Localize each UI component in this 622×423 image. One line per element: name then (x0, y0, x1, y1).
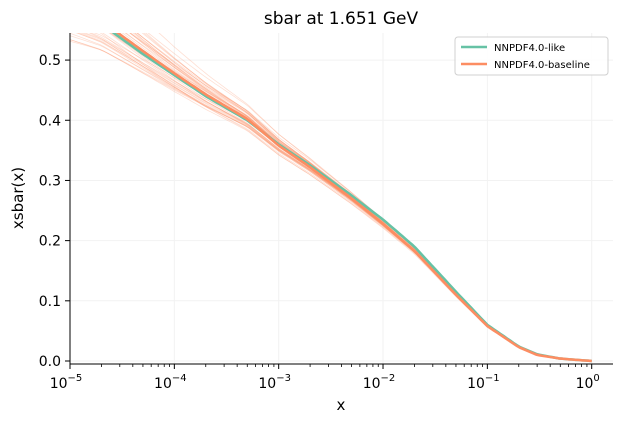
replica-curve (70, 39, 592, 362)
chart-title: sbar at 1.651 GeV (264, 9, 419, 29)
x-ticks: 10−5 10−4 10−3 10−2 10−1 100 (50, 364, 600, 392)
series-line (115, 33, 592, 363)
replica-curve (79, 33, 592, 362)
y-ticks: 0.0 0.1 0.2 0.3 0.4 0.5 (39, 53, 70, 370)
y-tick-label: 0.2 (39, 234, 61, 250)
x-tick-label: 10−5 (50, 373, 83, 392)
y-tick-label: 0.4 (39, 113, 61, 129)
replica-curve (75, 33, 592, 362)
grid (69, 33, 613, 364)
replica-curve (70, 40, 592, 362)
x-tick-label: 10−1 (467, 373, 500, 392)
legend: NNPDF4.0-like NNPDF4.0-baseline (454, 36, 609, 76)
legend-box (454, 36, 609, 76)
series-lines (111, 33, 592, 363)
x-tick-label: 10−3 (258, 373, 291, 392)
replica-curve (70, 39, 592, 362)
legend-label: NNPDF4.0-baseline (494, 60, 590, 71)
y-tick-label: 0.3 (39, 173, 61, 189)
y-axis-label: xsbar(x) (9, 167, 27, 229)
legend-label: NNPDF4.0-like (494, 43, 565, 54)
replica-curve (70, 33, 592, 362)
replica-curve (70, 35, 592, 362)
y-tick-label: 0.5 (39, 53, 61, 69)
replica-curve (84, 33, 592, 362)
x-tick-label: 100 (576, 373, 600, 392)
replica-curve (81, 33, 592, 362)
y-tick-label: 0.1 (39, 294, 61, 310)
x-tick-label: 10−4 (154, 373, 187, 392)
x-axis-label: x (337, 396, 346, 414)
y-tick-label: 0.0 (39, 354, 61, 370)
x-tick-label: 10−2 (363, 373, 396, 392)
replica-curve (76, 33, 592, 362)
